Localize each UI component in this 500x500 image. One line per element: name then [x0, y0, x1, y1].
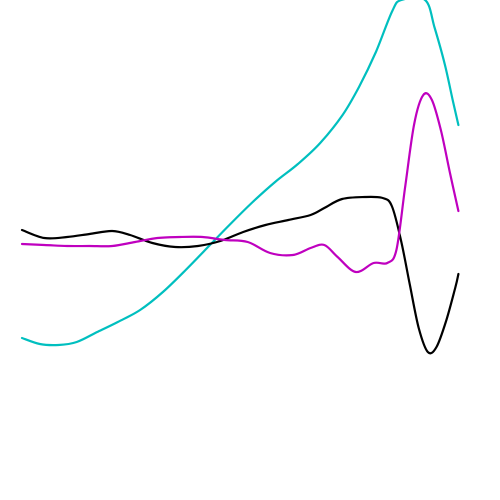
plot-area — [20, 0, 460, 355]
series-line-2 — [20, 92, 460, 274]
series-line-1 — [20, 195, 460, 355]
series-line-0 — [20, 0, 460, 347]
